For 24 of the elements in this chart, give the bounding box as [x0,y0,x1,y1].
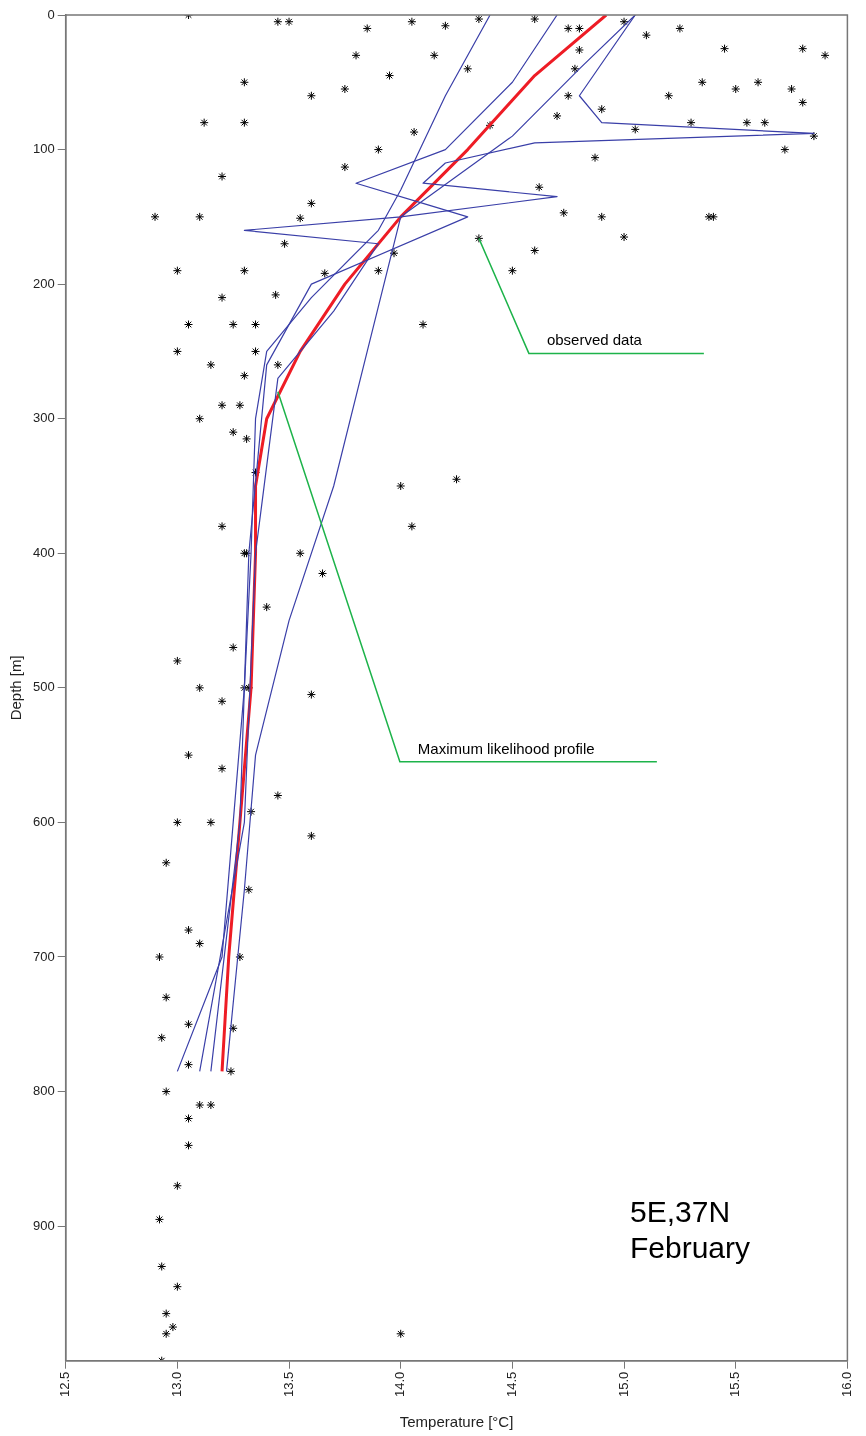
y-tick-label: 400 [32,544,55,560]
y-axis-title: Depth [m] [7,655,25,721]
x-tick-label: 15.5 [727,1371,743,1398]
x-tick-label: 12.5 [57,1371,73,1398]
y-tick-label: 300 [32,410,55,426]
y-tick-label: 700 [32,948,55,964]
x-tick-label: 16.0 [838,1371,854,1398]
annotation: February [630,1231,751,1264]
y-tick-label: 0 [47,6,55,22]
y-tick-label: 600 [32,814,55,829]
annotation: 5E,37N [630,1195,731,1228]
x-tick-label: 14.0 [392,1371,408,1398]
x-tick-label: 13.5 [280,1371,296,1398]
annotation: observed data [546,331,643,349]
x-tick-label: 15.0 [615,1371,631,1398]
annotation: Maximum likelihood profile [417,739,595,757]
y-tick-label: 200 [32,275,55,291]
x-axis-title: Temperature [°C] [399,1413,514,1431]
y-tick-label: 900 [32,1217,55,1233]
y-tick-label: 800 [32,1083,55,1099]
x-tick-label: 13.0 [168,1371,184,1398]
y-tick-label: 100 [32,141,55,157]
x-tick-label: 14.5 [503,1371,519,1398]
y-tick-label: 500 [32,679,55,695]
